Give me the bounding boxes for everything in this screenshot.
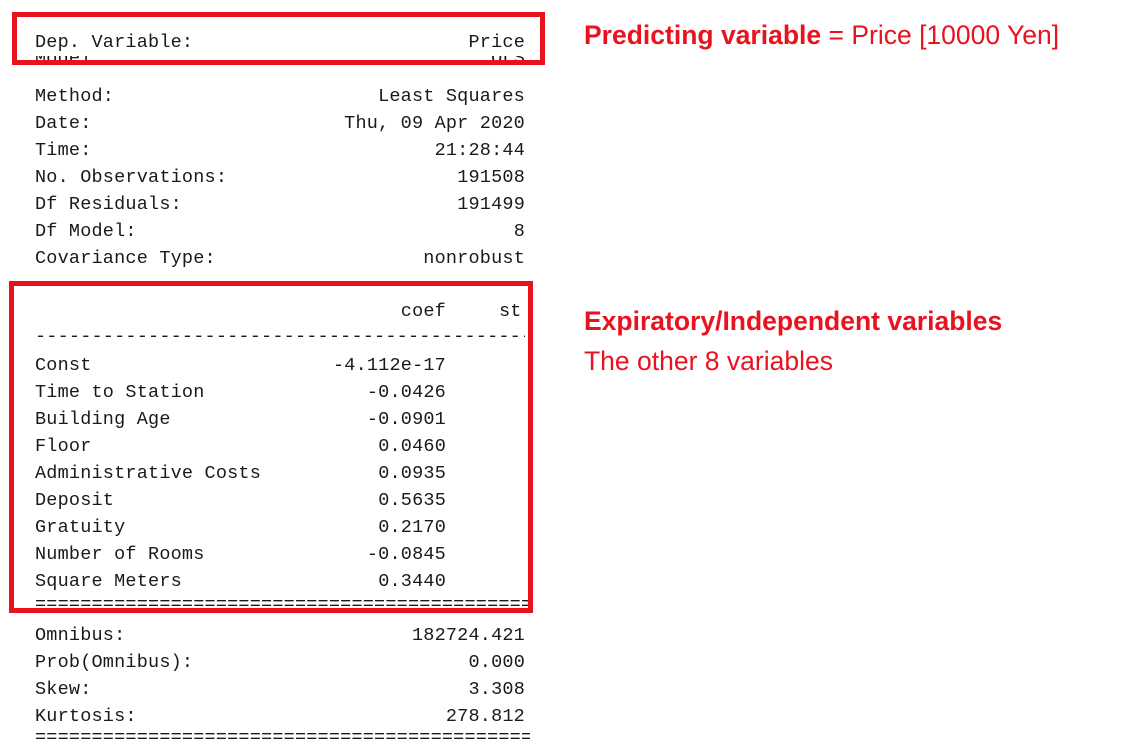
coef-name: Square Meters [35, 571, 182, 592]
summary-row-observations: No. Observations: 191508 [35, 164, 525, 191]
row-label: Skew: [35, 679, 92, 700]
coef-row-administrative-costs: Administrative Costs 0.0935 [35, 460, 446, 487]
coef-value: -0.0901 [366, 409, 446, 430]
row-label: Df Model: [35, 221, 137, 242]
coef-name: Administrative Costs [35, 463, 262, 484]
coef-name: Number of Rooms [35, 544, 205, 565]
row-label: Time: [35, 140, 92, 161]
row-label: No. Observations: [35, 167, 228, 188]
row-value: nonrobust [423, 248, 525, 269]
row-label: Kurtosis: [35, 706, 137, 727]
independent-variables-highlight-box [9, 281, 533, 613]
row-value: Price [468, 32, 525, 53]
coef-row-square-meters: Square Meters 0.3440 [35, 568, 446, 595]
diag-row-kurtosis: Kurtosis: 278.812 [35, 703, 525, 730]
row-value: Thu, 09 Apr 2020 [344, 113, 525, 134]
row-value: 191499 [457, 194, 525, 215]
coef-value: 0.3440 [378, 571, 446, 592]
diag-row-prob-omnibus: Prob(Omnibus): 0.000 [35, 649, 525, 676]
coef-row-const: Const -4.112e-17 [35, 352, 446, 379]
summary-row-df-residuals: Df Residuals: 191499 [35, 191, 525, 218]
summary-row-date: Date: Thu, 09 Apr 2020 [35, 110, 525, 137]
row-value: 21:28:44 [434, 140, 525, 161]
coef-value: 0.0460 [378, 436, 446, 457]
row-value: 0.000 [468, 652, 525, 673]
summary-row-covariance: Covariance Type: nonrobust [35, 245, 525, 272]
diag-row-omnibus: Omnibus: 182724.421 [35, 622, 525, 649]
std-err-column-header: st [499, 301, 522, 322]
summary-row-df-model: Df Model: 8 [35, 218, 525, 245]
coef-row-building-age: Building Age -0.0901 [35, 406, 446, 433]
coef-value: -4.112e-17 [332, 355, 446, 376]
summary-row-time: Time: 21:28:44 [35, 137, 525, 164]
coef-column-header: coef [400, 301, 446, 322]
other-variables-annotation: The other 8 variables [584, 346, 833, 376]
row-value: 278.812 [445, 706, 525, 727]
row-value: Least Squares [378, 86, 525, 107]
row-label: Covariance Type: [35, 248, 216, 269]
coef-name: Const [35, 355, 92, 376]
coef-row-deposit: Deposit 0.5635 [35, 487, 446, 514]
dash-divider: ----------------------------------------… [35, 330, 525, 344]
row-value: 191508 [457, 167, 525, 188]
row-label: Omnibus: [35, 625, 126, 646]
coef-name: Building Age [35, 409, 171, 430]
row-label: Dep. Variable: [35, 32, 194, 53]
coef-name: Gratuity [35, 517, 126, 538]
bottom-equals-divider: ========================================… [35, 732, 530, 744]
coef-value: -0.0845 [366, 544, 446, 565]
explanatory-variables-annotation: Expiratory/Independent variables [584, 306, 1002, 337]
annotation-rest: = Price [10000 Yen] [821, 20, 1060, 50]
dep-variable-highlight-box [12, 12, 545, 65]
row-label: Prob(Omnibus): [35, 652, 194, 673]
coef-name: Floor [35, 436, 92, 457]
row-label: Date: [35, 113, 92, 134]
coef-row-floor: Floor 0.0460 [35, 433, 446, 460]
coef-value: 0.0935 [378, 463, 446, 484]
coef-value: -0.0426 [366, 382, 446, 403]
row-label: Df Residuals: [35, 194, 182, 215]
row-label: Method: [35, 86, 115, 107]
coef-value: 0.2170 [378, 517, 446, 538]
coef-name: Deposit [35, 490, 115, 511]
row-value: 182724.421 [411, 625, 525, 646]
coef-row-gratuity: Gratuity 0.2170 [35, 514, 446, 541]
predicting-variable-annotation: Predicting variable = Price [10000 Yen] [584, 20, 1059, 51]
annotation-bold: Expiratory/Independent variables [584, 306, 1003, 336]
coef-name: Time to Station [35, 382, 205, 403]
summary-row-method: Method: Least Squares [35, 83, 525, 110]
coef-row-number-of-rooms: Number of Rooms -0.0845 [35, 541, 446, 568]
coef-value: 0.5635 [378, 490, 446, 511]
coef-row-time-to-station: Time to Station -0.0426 [35, 379, 446, 406]
summary-row-dep-variable: Dep. Variable: Price [35, 29, 525, 56]
annotation-bold: Predicting variable [584, 20, 822, 50]
row-value: 3.308 [468, 679, 525, 700]
row-value: 8 [513, 221, 525, 242]
diag-row-skew: Skew: 3.308 [35, 676, 525, 703]
